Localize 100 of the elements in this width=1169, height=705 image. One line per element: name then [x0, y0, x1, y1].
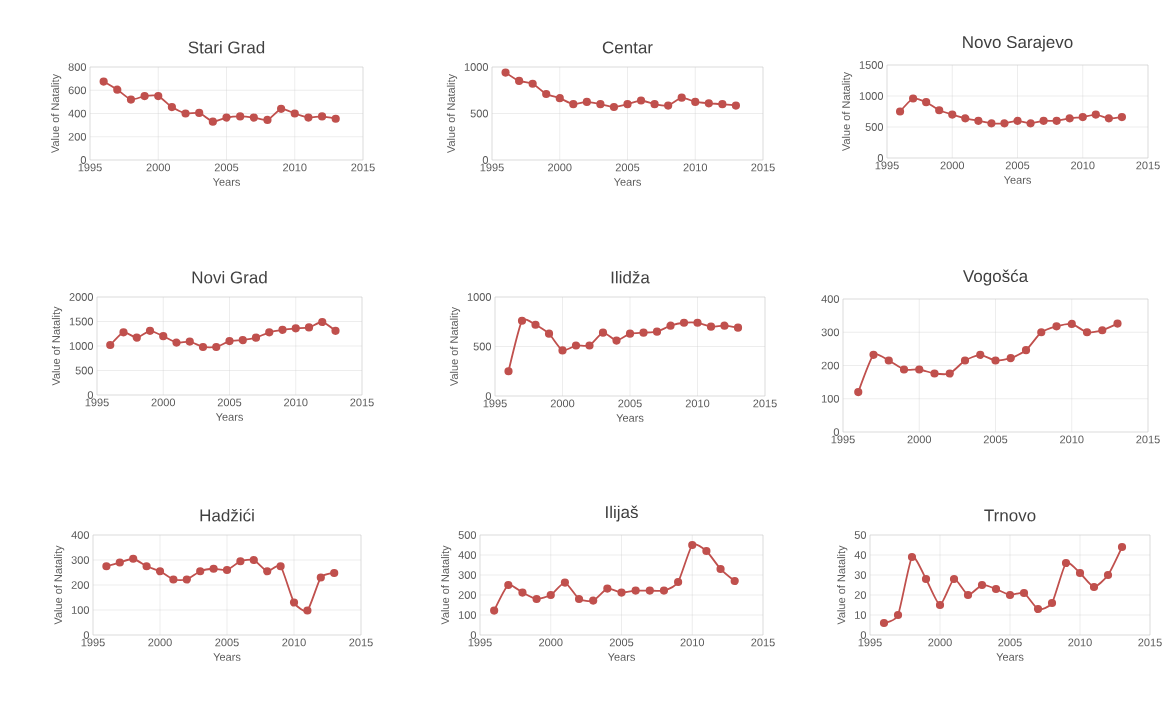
y-tick-label: 1000 [859, 92, 884, 100]
y-tick-label: 1000 [467, 293, 492, 301]
y-tick-label: 100 [821, 394, 840, 403]
x-tick-label: 2005 [618, 399, 642, 408]
x-tick-label: 1995 [483, 399, 507, 408]
y-tick-label: 0 [482, 156, 489, 164]
point [623, 100, 632, 109]
point [1047, 598, 1057, 608]
point [706, 322, 716, 331]
point [688, 540, 697, 550]
point [569, 100, 578, 109]
y-tick-label: 200 [71, 581, 90, 589]
point [1089, 582, 1099, 592]
point [238, 336, 247, 345]
point [574, 594, 584, 604]
y-tick-label: 400 [68, 109, 87, 118]
point [225, 337, 234, 346]
point [106, 340, 115, 350]
point [558, 346, 567, 355]
x-tick-label: 2010 [1071, 161, 1095, 170]
point [1013, 116, 1022, 125]
point [142, 562, 151, 571]
point [290, 109, 299, 118]
point [515, 76, 524, 86]
point [650, 100, 659, 109]
x-tick-label: 1995 [875, 161, 899, 170]
y-tick-label: 1000 [69, 342, 94, 350]
x-tick-label: 2005 [215, 638, 239, 647]
point [119, 328, 128, 337]
chart-title: Novi Grad [192, 271, 267, 284]
x-axis-title: Years [616, 414, 644, 422]
x-tick-label: 1995 [85, 398, 109, 407]
point [693, 318, 702, 327]
point [1091, 110, 1100, 119]
point [518, 588, 527, 597]
point [879, 618, 889, 628]
point [1098, 326, 1107, 335]
point [909, 94, 918, 103]
point [504, 367, 513, 376]
x-tick-label: 2010 [685, 399, 710, 408]
y-tick-label: 300 [821, 328, 840, 337]
x-axis-title: Years [996, 653, 1024, 661]
y-tick-label: 0 [485, 392, 492, 400]
y-tick-label: 0 [860, 631, 867, 639]
point [589, 596, 598, 605]
chart-title: Ilijaš [606, 505, 638, 522]
y-tick-label: 20 [854, 591, 867, 599]
chart-title: Ilidža [611, 270, 650, 284]
y-tick-label: 200 [68, 132, 87, 141]
y-axis-title: Value of Natality [449, 306, 461, 387]
point [702, 546, 711, 556]
point [659, 586, 669, 595]
point [922, 98, 931, 107]
point [612, 336, 621, 345]
y-tick-label: 500 [473, 342, 492, 351]
point [571, 341, 581, 350]
x-axis-title: Years [215, 413, 243, 421]
chart-title: Trnovo [984, 509, 1036, 522]
point [1104, 114, 1113, 123]
point [733, 323, 743, 332]
point [531, 320, 540, 329]
point [304, 323, 314, 332]
x-tick-label: 1995 [78, 163, 102, 172]
y-tick-label: 1000 [464, 63, 489, 71]
point [155, 567, 165, 576]
point [1078, 112, 1087, 122]
point [169, 575, 178, 584]
point [102, 562, 111, 571]
point [1067, 319, 1076, 329]
y-tick-label: 10 [855, 611, 867, 619]
point [636, 96, 646, 105]
point [501, 68, 510, 77]
x-tick-label: 2005 [615, 163, 640, 172]
point [277, 104, 286, 113]
point [691, 97, 700, 106]
point [236, 112, 245, 121]
y-tick-label: 600 [68, 86, 87, 95]
y-tick-label: 500 [75, 366, 94, 375]
point [907, 552, 917, 562]
y-tick-label: 1500 [859, 61, 884, 69]
y-tick-label: 300 [458, 571, 477, 579]
point [263, 567, 272, 576]
point [331, 326, 340, 335]
point [718, 100, 727, 109]
point [948, 110, 957, 119]
x-tick-label: 2000 [928, 638, 952, 647]
y-tick-label: 2000 [69, 293, 94, 301]
x-tick-label: 2010 [1068, 638, 1092, 647]
point [1117, 112, 1127, 122]
point [249, 555, 258, 565]
point [1117, 542, 1127, 552]
point [560, 578, 570, 587]
point [331, 114, 340, 123]
point [945, 369, 954, 378]
point [249, 113, 258, 122]
y-tick-label: 400 [458, 551, 477, 559]
x-tick-label: 2015 [1136, 161, 1160, 170]
point [1006, 354, 1015, 363]
point [555, 94, 564, 103]
x-tick-label: 1995 [81, 638, 105, 647]
